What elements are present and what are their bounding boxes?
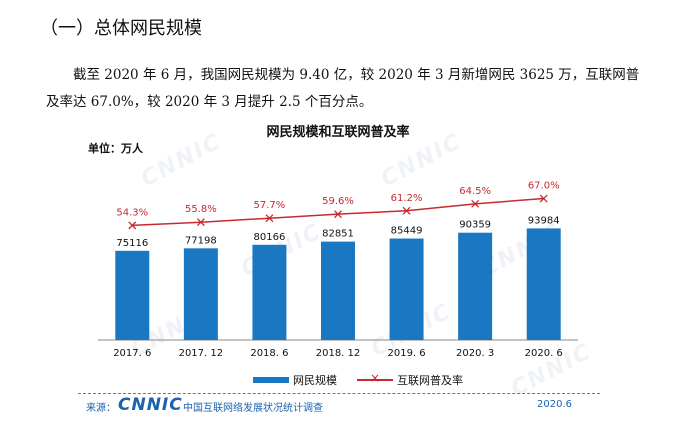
rate-value-label: 61.2% (391, 193, 423, 204)
bar-value-label: 75116 (116, 238, 148, 249)
bar (526, 228, 561, 340)
bar-value-label: 93984 (528, 215, 560, 226)
x-tick-label: 2019. 6 (387, 348, 425, 359)
legend-item-bars: 网民规模 (253, 372, 337, 388)
chart-plot: 75116 2017. 6 77198 2017. 12 80166 2018. 6 828… (98, 181, 578, 359)
footer-date: 2020.6 (537, 399, 572, 410)
rate-point (471, 199, 480, 208)
rate-point (334, 210, 342, 219)
rate-point (402, 206, 411, 215)
unit-label: 单位：万人 (88, 142, 143, 155)
bar-value-label: 80166 (254, 232, 286, 243)
rate-point (265, 214, 274, 223)
chart: CNNIC CNNIC CNNIC CNNIC CNNIC CNNIC CNNI… (78, 118, 598, 418)
rate-point (128, 221, 137, 230)
rate-value-label: 64.5% (459, 186, 491, 197)
bar (115, 250, 150, 340)
legend-line-marker: × (370, 371, 381, 385)
x-tick-label: 2018. 12 (316, 348, 361, 359)
paragraph: 截至 2020 年 6 月，我国网民规模为 9.40 亿，较 2020 年 3 … (46, 62, 646, 116)
x-tick-label: 2020. 6 (525, 348, 563, 359)
source-label: 来源： (86, 403, 116, 414)
survey-name: 中国互联网络发展状况统计调查 (183, 403, 323, 414)
bar-value-label: 85449 (391, 226, 423, 237)
rate-value-label: 59.6% (322, 196, 354, 207)
legend-line-swatch: × (357, 371, 393, 385)
rate-point (196, 218, 205, 227)
x-tick-label: 2017. 12 (179, 348, 224, 359)
rate-point (539, 194, 548, 203)
legend-item-line: × 互联网普及率 (357, 371, 463, 388)
x-tick-label: 2017. 6 (113, 348, 151, 359)
legend: 网民规模 × 互联网普及率 (253, 371, 477, 388)
footer: 来源： CNNIC 中国互联网络发展状况统计调查 2020.6 (78, 393, 600, 416)
paragraph-line-1: 截至 2020 年 6 月，我国网民规模为 9.40 亿，较 2020 年 3 … (73, 67, 640, 83)
legend-line-label: 互联网普及率 (397, 374, 463, 387)
x-tick-label: 2020. 3 (456, 348, 494, 359)
legend-bar-label: 网民规模 (293, 374, 337, 387)
bar (458, 232, 493, 340)
bar (321, 241, 355, 340)
bar-value-label: 77198 (185, 235, 217, 246)
bar (252, 244, 287, 340)
bar (389, 238, 424, 340)
section-title: （一）总体网民规模 (40, 18, 202, 39)
legend-bar-swatch (253, 377, 289, 383)
paragraph-line-2: 及率达 67.0%，较 2020 年 3 月提升 2.5 个百分点。 (46, 94, 373, 110)
cnnic-logo: CNNIC (118, 395, 183, 415)
rate-value-label: 57.7% (254, 200, 286, 211)
rate-value-label: 54.3% (116, 207, 148, 218)
bar (183, 248, 218, 340)
x-tick-label: 2018. 6 (250, 348, 288, 359)
rate-value-label: 55.8% (185, 204, 217, 215)
rate-value-label: 67.0% (528, 181, 560, 192)
bar-value-label: 82851 (322, 229, 354, 240)
bar-value-label: 90359 (459, 220, 491, 231)
chart-title: 网民规模和互联网普及率 (266, 125, 410, 140)
